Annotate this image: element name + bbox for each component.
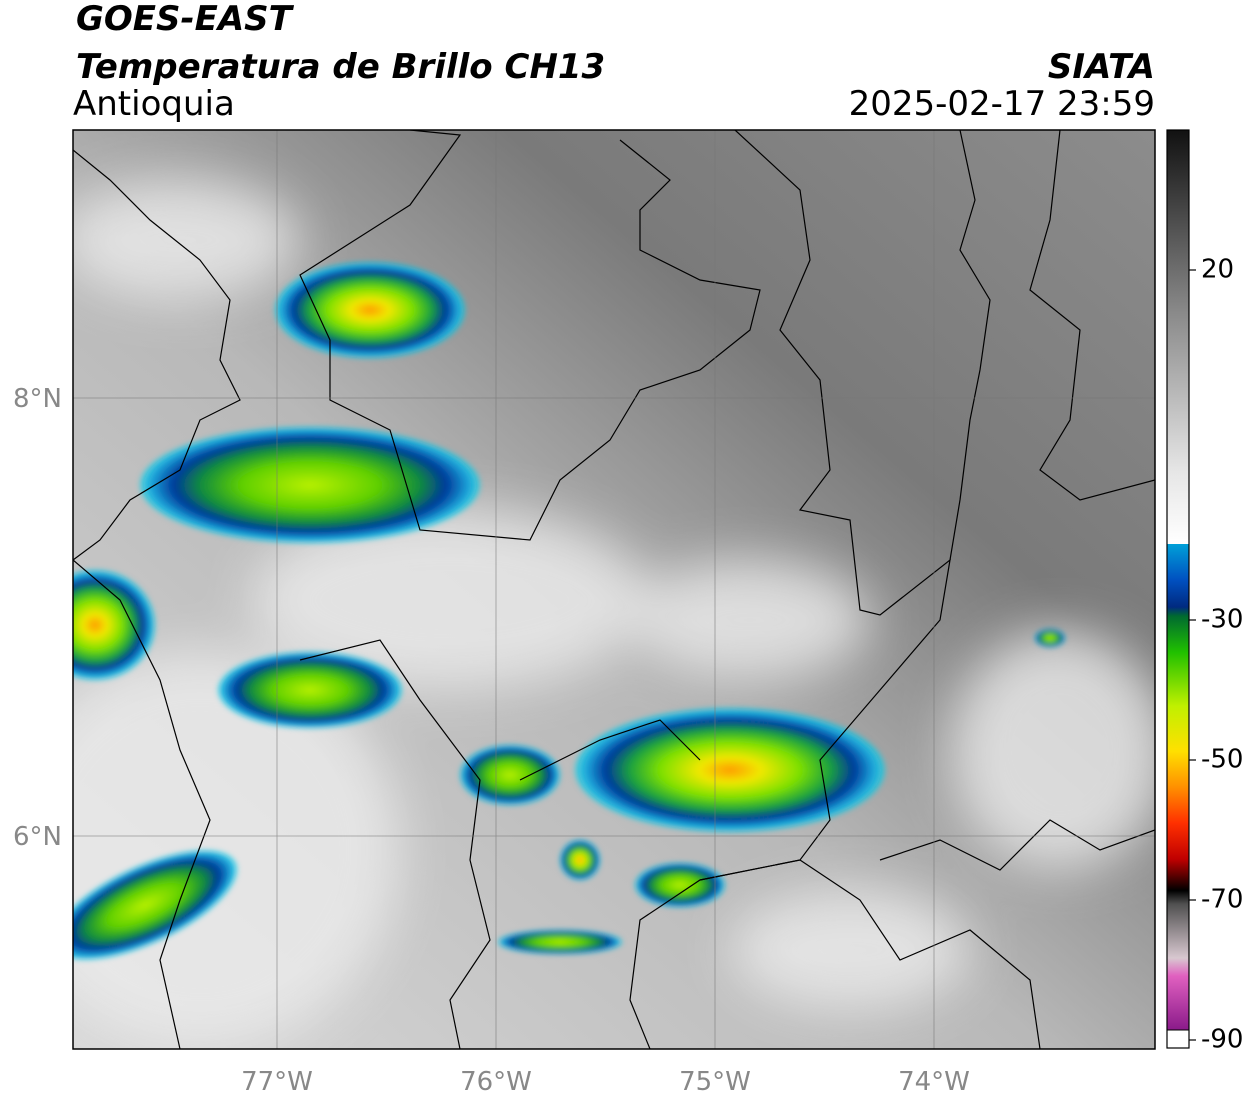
colorbar [1167,130,1189,1030]
map-frame [72,129,1156,1050]
colorbar-frame [1166,129,1190,1049]
colorbar-tick-label: -30 [1201,605,1243,635]
satellite: GOES-EAST [76,0,295,39]
lon-label: 77°W [241,1067,313,1097]
agency: SIATA [1048,47,1155,87]
lon-label: 76°W [460,1067,532,1097]
colorbar-tick-label: 20 [1201,255,1234,285]
product: Temperatura de Brillo CH13 [76,47,605,87]
region: Antioquia [73,84,235,124]
colorbar-tick-label: -90 [1201,1025,1243,1055]
colorbar-tick-label: -70 [1201,885,1243,915]
datetime: 2025-02-17 23:59 [849,84,1155,124]
colorbar-extend [1166,1029,1190,1049]
lat-label: 8°N [13,384,62,414]
colorbar-tick-label: -50 [1201,745,1243,775]
lat-label: 6°N [13,822,62,852]
lon-label: 75°W [679,1067,751,1097]
lon-label: 74°W [898,1067,970,1097]
satellite-image [73,130,1155,1049]
